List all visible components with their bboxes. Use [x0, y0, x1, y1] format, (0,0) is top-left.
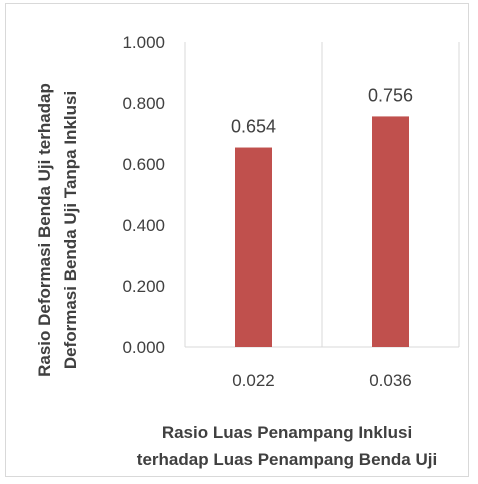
bars [235, 116, 409, 347]
bar [235, 147, 272, 347]
x-tick-label: 0.036 [369, 371, 412, 390]
x-tick-label: 0.022 [232, 371, 275, 390]
y-axis-title-line-2: Deformasi Benda Uji Tanpa Inklusi [61, 91, 80, 369]
gridlines [184, 42, 460, 348]
x-axis-title-line-2: terhadap Luas Penampang Benda Uji [137, 450, 437, 469]
data-label: 0.654 [231, 117, 276, 137]
y-tick-label: 1.000 [122, 33, 165, 52]
y-tick-label: 0.400 [122, 216, 165, 235]
data-labels: 0.654 0.756 [231, 85, 413, 136]
y-tick-label: 0.800 [122, 94, 165, 113]
y-tick-label: 0.000 [122, 338, 165, 357]
y-axis-ticks: 0.000 0.200 0.400 0.600 0.800 1.000 [122, 33, 165, 357]
y-axis-title-line-1: Rasio Deformasi Benda Uji terhadap [35, 83, 54, 377]
y-tick-label: 0.600 [122, 155, 165, 174]
x-axis-title-line-1: Rasio Luas Penampang Inklusi [162, 423, 412, 442]
x-axis-ticks: 0.022 0.036 [232, 371, 412, 390]
bar [372, 116, 409, 347]
y-tick-label: 0.200 [122, 277, 165, 296]
data-label: 0.756 [368, 85, 413, 105]
